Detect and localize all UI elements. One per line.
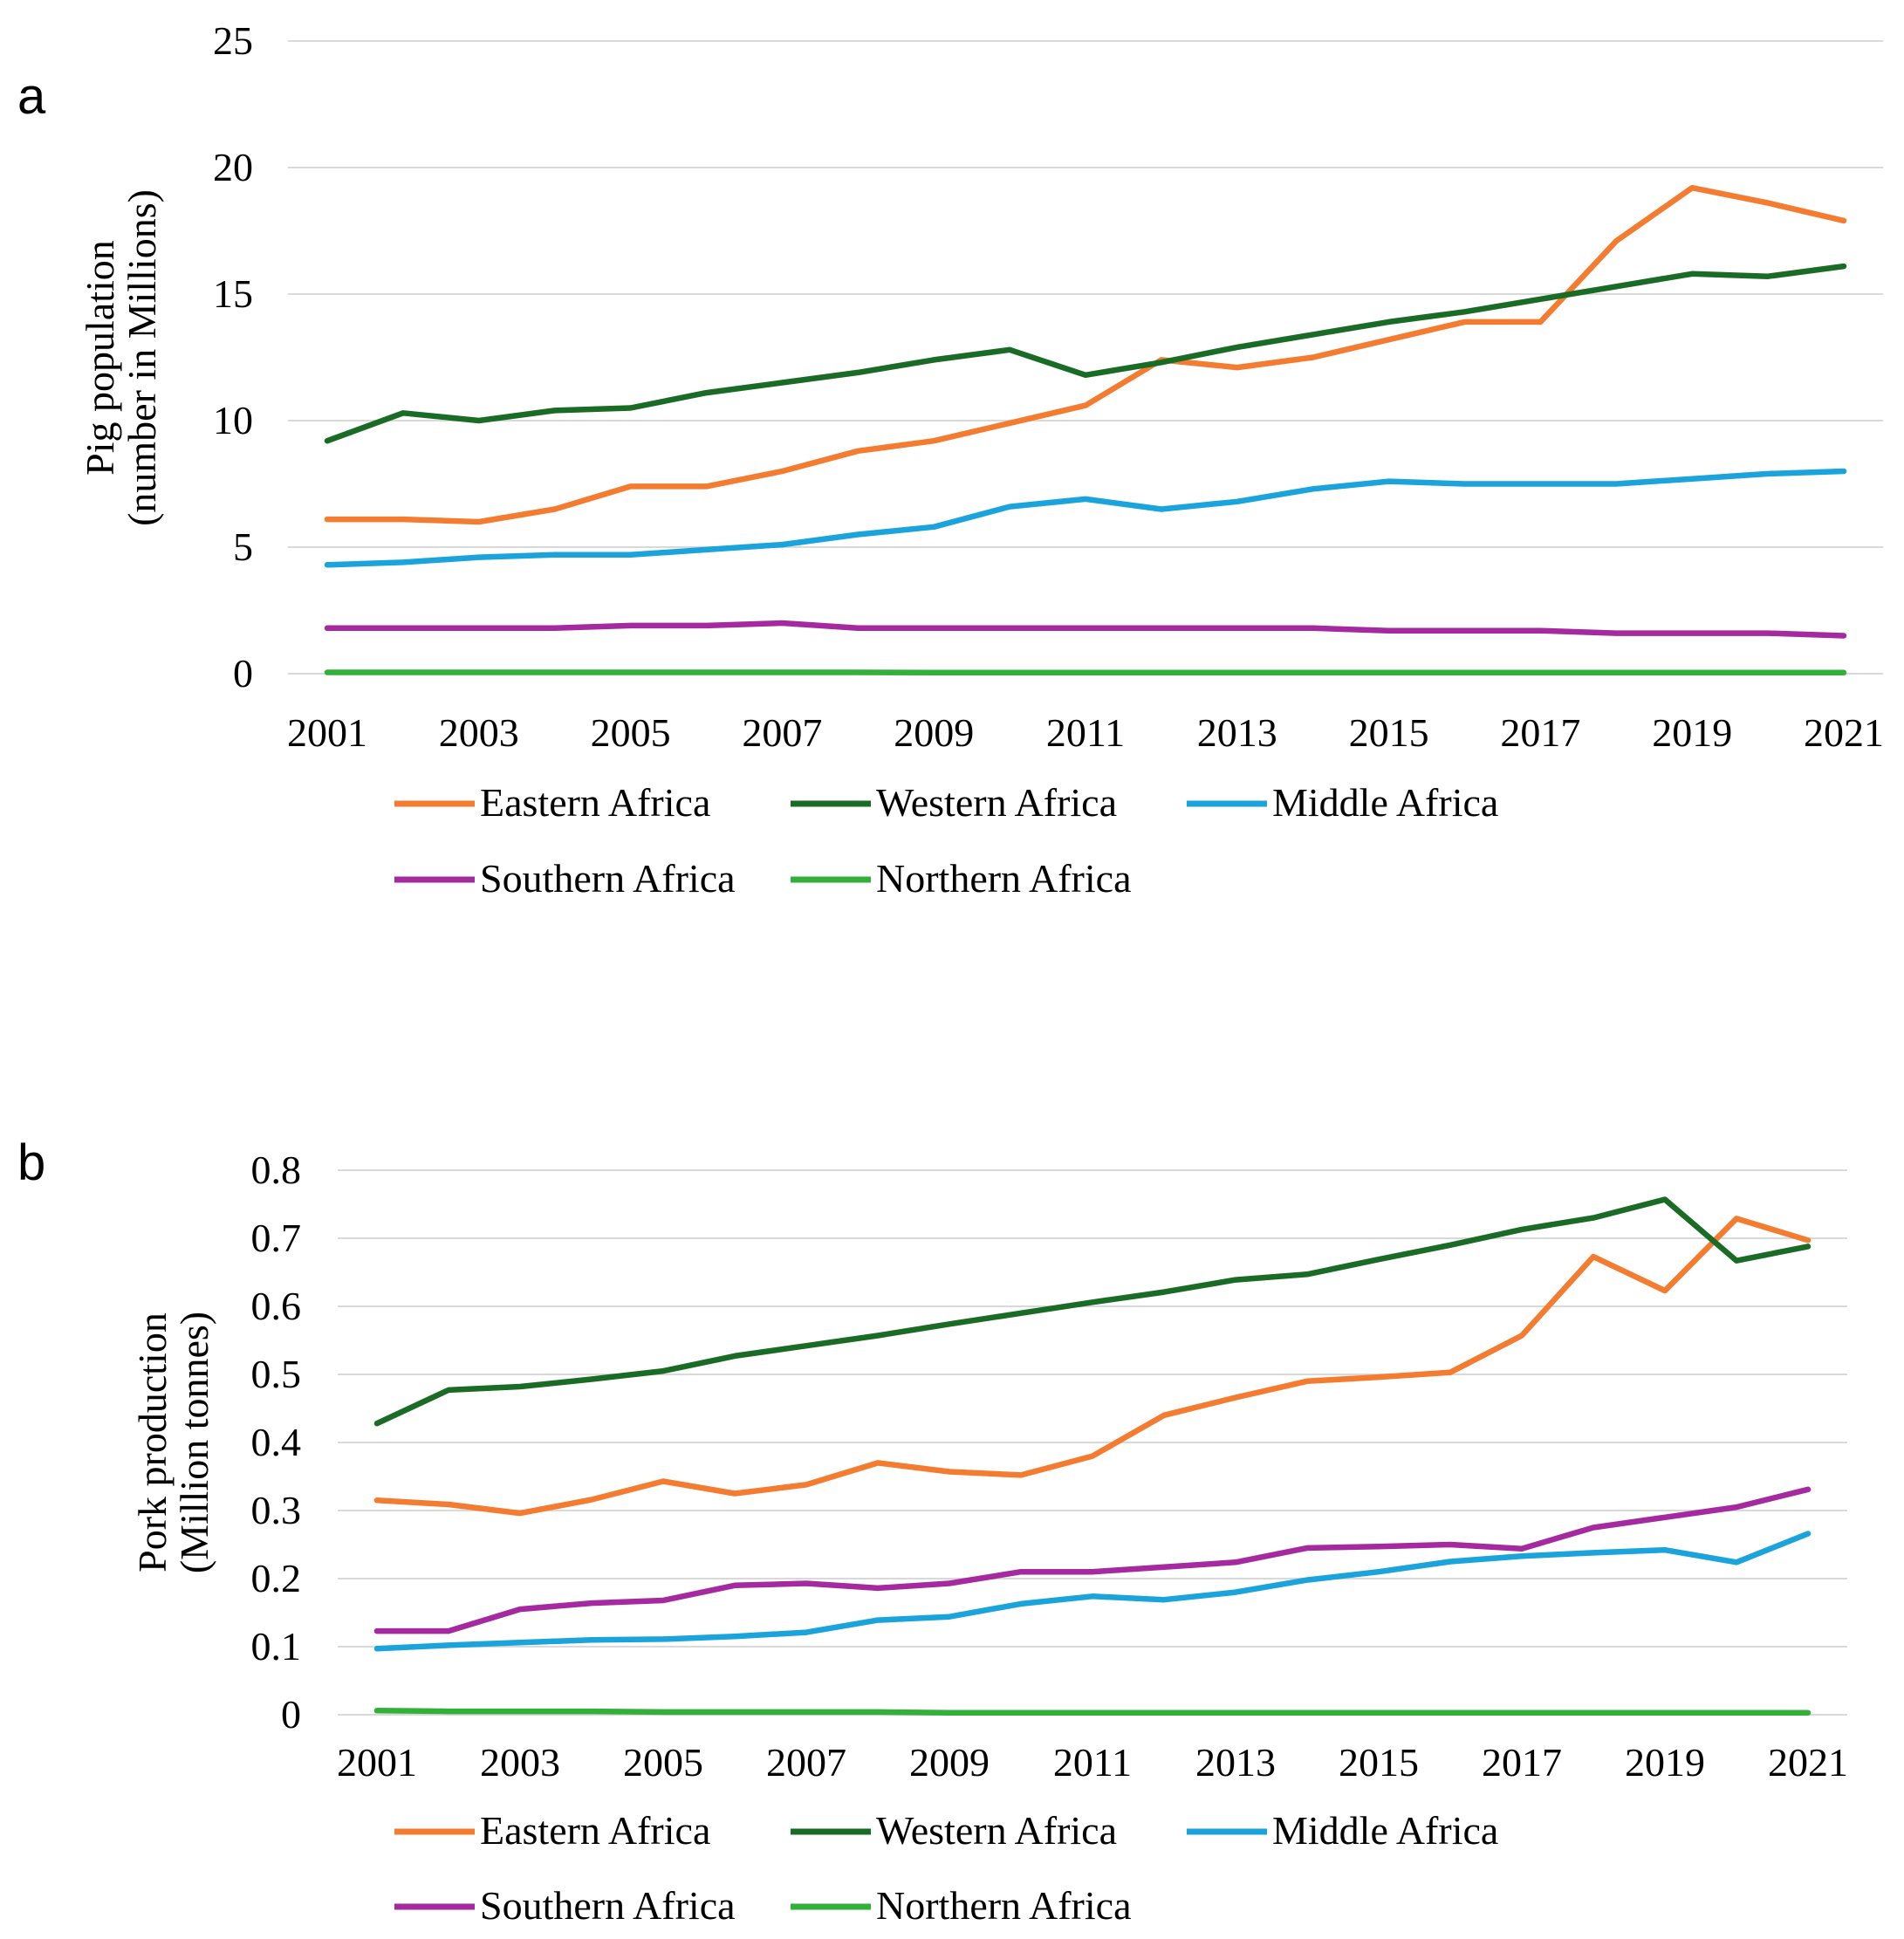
series-line-eastern-africa <box>324 184 1847 525</box>
y-tick-label: 25 <box>213 18 253 63</box>
series-line-northern-africa <box>373 1708 1812 1716</box>
y-tick-label: 0 <box>233 651 253 695</box>
x-tick-label: 2013 <box>1195 1740 1276 1785</box>
panel-b-pork-production-chart: b 0 0.1 0.2 0.3 0.4 0.5 0.6 0.7 0.8 2001 2003 2005 20… <box>17 1134 1848 1928</box>
x-tick-label: 2005 <box>591 710 671 755</box>
y-tick-label: 0.2 <box>251 1556 302 1600</box>
y-tick-label: 20 <box>213 145 253 189</box>
legend-label-eastern-africa: Eastern Africa <box>480 780 710 825</box>
legend-label-middle-africa: Middle Africa <box>1272 780 1498 825</box>
y-axis-title: (number in Millions) <box>120 189 164 526</box>
legend-label-northern-africa: Northern Africa <box>876 856 1132 901</box>
x-tick-label: 2017 <box>1482 1740 1562 1785</box>
series-line-western-africa <box>373 1196 1812 1427</box>
legend-label-middle-africa: Middle Africa <box>1272 1808 1498 1853</box>
x-tick-label: 2019 <box>1652 710 1732 755</box>
x-tick-label: 2013 <box>1197 710 1277 755</box>
legend-label-northern-africa: Northern Africa <box>876 1883 1132 1928</box>
x-tick-label: 2001 <box>287 710 367 755</box>
legend-label-southern-africa: Southern Africa <box>480 856 736 901</box>
x-tick-label: 2015 <box>1349 710 1429 755</box>
y-tick-label: 10 <box>213 398 253 442</box>
series-line-southern-africa <box>324 620 1847 639</box>
panel-a-pig-population-chart: a 0 5 10 15 20 25 2001 2003 2005 2007 2009 2011 2013 2… <box>17 18 1884 901</box>
x-tick-label: 2009 <box>909 1740 990 1785</box>
y-tick-label: 0.5 <box>251 1352 302 1396</box>
x-tick-label: 2011 <box>1046 710 1125 755</box>
x-tick-label: 2017 <box>1500 710 1580 755</box>
x-tick-label: 2009 <box>894 710 974 755</box>
x-tick-label: 2021 <box>1804 710 1884 755</box>
legend-label-western-africa: Western Africa <box>876 780 1117 825</box>
series-line-eastern-africa <box>373 1216 1812 1517</box>
x-tick-label: 2007 <box>742 710 822 755</box>
x-tick-label: 2001 <box>337 1740 417 1785</box>
x-tick-label: 2003 <box>480 1740 560 1785</box>
x-tick-label: 2019 <box>1625 1740 1705 1785</box>
y-axis-title: (Million tonnes) <box>172 1312 216 1573</box>
x-tick-label: 2005 <box>623 1740 703 1785</box>
series-line-middle-africa <box>373 1531 1812 1652</box>
y-axis-title: Pig population <box>78 240 122 476</box>
y-axis-title: Pork production <box>130 1312 175 1572</box>
series-line-western-africa <box>324 263 1847 444</box>
series-line-southern-africa <box>373 1486 1812 1634</box>
legend-label-southern-africa: Southern Africa <box>480 1883 736 1928</box>
legend-label-western-africa: Western Africa <box>876 1808 1117 1853</box>
series-line-middle-africa <box>324 468 1847 568</box>
x-tick-label: 2007 <box>766 1740 846 1785</box>
x-tick-label: 2021 <box>1768 1740 1848 1785</box>
y-tick-label: 15 <box>213 271 253 316</box>
x-tick-label: 2003 <box>439 710 519 755</box>
y-tick-label: 0.6 <box>251 1284 302 1328</box>
y-tick-label: 0 <box>281 1692 301 1737</box>
y-tick-label: 0.8 <box>251 1148 302 1192</box>
legend-label-eastern-africa: Eastern Africa <box>480 1808 710 1853</box>
y-tick-label: 0.4 <box>251 1420 302 1464</box>
panel-label: a <box>17 68 46 125</box>
y-tick-label: 0.7 <box>251 1216 302 1260</box>
x-tick-label: 2011 <box>1053 1740 1132 1785</box>
y-tick-label: 0.1 <box>251 1624 302 1668</box>
y-tick-label: 0.3 <box>251 1488 302 1532</box>
panel-label: b <box>17 1134 45 1191</box>
y-tick-label: 5 <box>233 524 253 569</box>
x-tick-label: 2015 <box>1339 1740 1419 1785</box>
